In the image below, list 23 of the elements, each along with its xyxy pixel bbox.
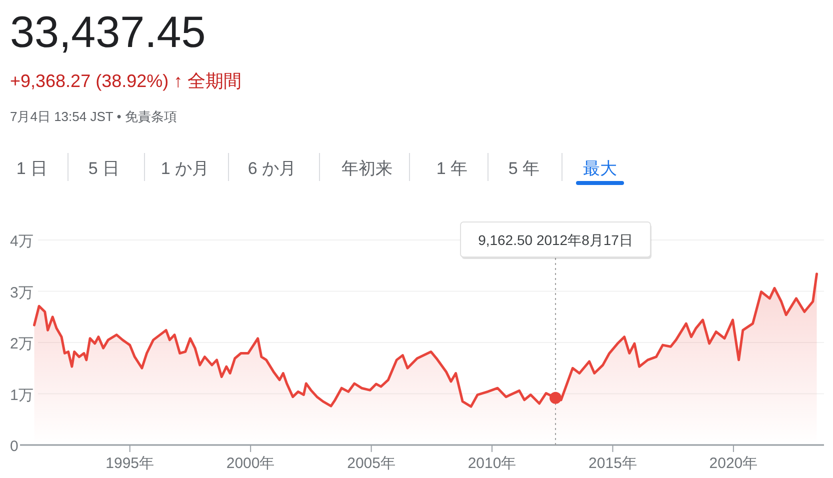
chart-title: 33,437.45 [10,8,206,57]
x-tick-label: 2015年 [588,455,637,472]
y-tick-label: 2万 [10,336,34,352]
x-tick-label: 2010年 [468,455,516,472]
text: 年初来 [342,159,392,178]
text: 5 日 [88,159,120,178]
text: 6 か月 [248,159,296,178]
y-tick-label: 4万 [10,233,34,250]
x-tick-label: 1995年 [106,455,154,472]
annotation: 9,162.50 2012年8月17日 [478,232,633,248]
x-tick-label: 2000年 [226,455,275,472]
chart-subtitle: +9,368.27 (38.92%) ↑ 全期間 [10,71,242,91]
text: 1 か月 [160,159,210,178]
x-tick-label: 2020年 [709,455,758,472]
text: 1 日 [16,159,48,178]
text: 最大 [583,159,617,178]
y-tick-label: 1万 [10,386,34,404]
text: 5 年 [508,159,540,178]
text: 7月4日 13:54 JST • 免責条項 [10,109,177,124]
x-tick-label: 2005年 [347,455,396,472]
y-tick-label: 0 [10,438,18,455]
y-tick-label: 3万 [10,284,34,302]
text: 1 年 [436,159,468,178]
